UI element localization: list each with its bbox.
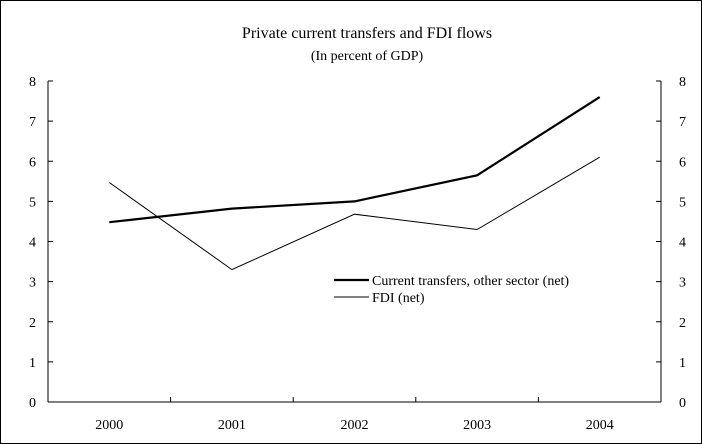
y-tick-label-left: 2 (29, 316, 36, 331)
y-tick-label-left: 1 (29, 356, 36, 371)
y-tick-label-left: 5 (29, 195, 36, 210)
right-y-tick-labels: 0 1 2 3 4 5 6 7 8 (679, 75, 686, 411)
legend-label-2: FDI (net) (372, 291, 425, 306)
x-tick-label: 2003 (463, 418, 491, 433)
y-tick-label-left: 8 (29, 75, 36, 90)
x-tick-label: 2001 (218, 418, 246, 433)
series-lines (109, 96, 601, 271)
chart-subtitle: (In percent of GDP) (311, 49, 424, 64)
y-tick-label-right: 8 (679, 75, 686, 90)
y-tick-label-left: 0 (29, 396, 36, 411)
y-tick-label-right: 3 (679, 276, 686, 291)
x-tick-label: 2002 (341, 418, 369, 433)
y-tick-label-left: 3 (29, 276, 36, 291)
series-line-2 (109, 156, 600, 271)
legend: Current transfers, other sector (net) FDI… (334, 274, 569, 306)
x-tick-label: 2004 (586, 418, 614, 433)
y-tick-label-right: 0 (679, 396, 686, 411)
series-line-1 (109, 96, 601, 224)
x-tick-label: 2000 (95, 418, 123, 433)
y-tick-label-right: 7 (679, 115, 686, 130)
y-tick-label-left: 4 (29, 236, 36, 251)
y-tick-label-right: 6 (679, 155, 686, 170)
y-tick-label-left: 7 (29, 115, 36, 130)
chart-title: Private current transfers and FDI flows (242, 25, 492, 42)
legend-label-1: Current transfers, other sector (net) (372, 274, 569, 289)
left-y-tick-labels: 0 1 2 3 4 5 6 7 8 (29, 75, 36, 411)
y-tick-label-left: 6 (29, 155, 36, 170)
y-tick-label-right: 1 (679, 356, 686, 371)
y-tick-label-right: 4 (679, 236, 686, 251)
axes (47, 80, 662, 403)
y-tick-label-right: 5 (679, 195, 686, 210)
x-tick-labels: 2000 2001 2002 2003 2004 (95, 418, 613, 433)
y-tick-label-right: 2 (679, 316, 686, 331)
